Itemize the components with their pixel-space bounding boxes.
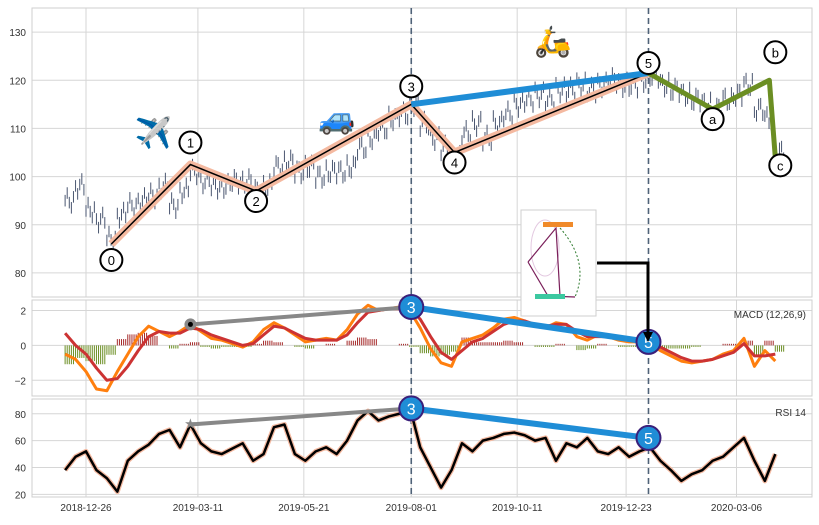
airplane-icon: ✈️: [134, 114, 171, 150]
macd-divergence-gray: [190, 304, 412, 327]
signal-line: [63, 307, 776, 382]
wave-label-circle: [763, 40, 788, 65]
x-tick-label: 2019-08-01: [386, 503, 438, 514]
rsi-panel: RSI 14 ★ 3 5: [63, 395, 806, 495]
overlay: [520, 209, 653, 342]
price-y-tick-label: 110: [10, 124, 26, 135]
macd-panel: MACD (12,26,9) 3 5: [63, 293, 806, 393]
price-frame: [31, 7, 813, 298]
star-icon: ★: [184, 416, 197, 432]
wave-label-b: b: [772, 45, 779, 60]
x-tick-label: 2020-03-06: [711, 503, 763, 514]
corrective-wave-abc: [647, 70, 778, 158]
scooter-icon: 🛵: [534, 24, 571, 59]
impulse-wave-line: [110, 72, 649, 245]
rsi-line: [64, 405, 777, 493]
wave-label-circle: [99, 248, 124, 273]
price-panel: 0 1 2 3 4 5 a b c ✈️ 🚙 🛵: [64, 24, 793, 273]
macd-badge-5: 5: [644, 335, 653, 352]
macd-badge-3: 3: [407, 300, 416, 317]
divergence-start-dot: [187, 321, 193, 327]
wave-3-5-line: [410, 70, 649, 108]
rsi-frame: [31, 398, 813, 498]
x-tick-label: 2019-03-11: [173, 503, 224, 514]
rsi-label: RSI 14: [775, 408, 806, 419]
price-y-tick-label: 90: [15, 221, 27, 232]
price-y-tick-label: 120: [9, 76, 26, 87]
wave-label-circle: [178, 130, 203, 155]
rsi-y-tick-label: 20: [15, 490, 27, 501]
x-tick-label: 2019-05-21: [278, 503, 330, 514]
wave-label-1: 1: [187, 136, 194, 151]
wave-label-c: c: [777, 158, 784, 173]
price-y-tick-label: 100: [9, 173, 26, 184]
wave-label-0: 0: [108, 253, 115, 268]
macd-y-tick-label: −2: [15, 376, 27, 387]
car-icon: 🚙: [318, 102, 355, 136]
wave-label-5: 5: [645, 56, 652, 71]
rsi-badge-3: 3: [407, 401, 416, 418]
wave-label-2: 2: [252, 194, 259, 209]
rsi-badge-circle: [398, 395, 425, 422]
rsi-badge-circle: [635, 424, 662, 451]
rsi-y-tick-label: 80: [15, 410, 27, 421]
price-y-tick-label: 80: [15, 269, 27, 280]
rsi-y-tick-label: 40: [15, 463, 27, 474]
arrow-head-icon: [643, 332, 653, 342]
wave-label-a: a: [709, 112, 717, 127]
macd-divergence-blue: [410, 304, 649, 345]
roller-coaster-thumbnail: [520, 209, 597, 317]
wave-label-circle: [768, 153, 793, 178]
macd-badge-circle: [398, 293, 425, 320]
wave-label-circle: [399, 74, 424, 99]
rsi-divergence-gray: [190, 406, 412, 427]
wave-label-circle: [442, 150, 467, 175]
macd-y-tick-label: 0: [20, 341, 26, 352]
price-y-tick-label: 130: [9, 28, 26, 39]
x-tick-label: 2019-10-11: [492, 503, 543, 514]
macd-y-tick-label: 2: [20, 306, 26, 317]
wave-label-circle: [700, 107, 725, 132]
rsi-badge-5: 5: [644, 431, 653, 448]
x-tick-label: 2018-12-26: [60, 503, 112, 514]
x-tick-label: 2019-12-23: [601, 503, 653, 514]
macd-label: MACD (12,26,9): [734, 310, 806, 321]
wave-label-circle: [244, 189, 269, 214]
rsi-y-tick-label: 60: [15, 437, 27, 448]
rsi-divergence-blue: [410, 405, 649, 441]
wave-label-3: 3: [408, 79, 415, 94]
wave-label-circle: [636, 51, 661, 76]
callout-arrow: [597, 261, 650, 336]
wave-label-4: 4: [451, 156, 458, 171]
